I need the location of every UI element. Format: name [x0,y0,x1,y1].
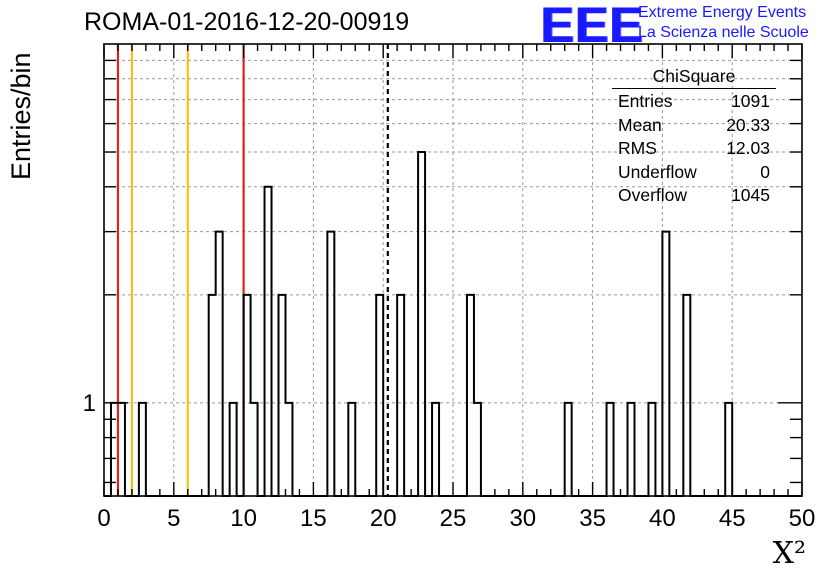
stats-row-entries: Entries 1091 [612,90,776,114]
stats-row-rms: RMS 12.03 [612,137,776,161]
stats-label: Mean [618,114,662,135]
histogram-bin [397,295,404,496]
stats-value: 1045 [731,185,770,205]
x-tick-label: 5 [167,505,180,532]
histogram-bin [467,295,474,496]
histogram-bin [216,232,223,496]
histogram-bin [725,403,732,496]
histogram-bin [265,187,272,496]
y-tick-label: 1 [83,390,96,417]
histogram-bin [376,295,383,496]
histogram-bin [279,295,286,496]
histogram-bin [628,403,635,496]
stats-title: ChiSquare [612,66,776,89]
stats-label: Underflow [618,161,697,182]
histogram-bin [418,152,425,496]
stats-value: 20.33 [726,114,770,135]
histogram-bin [648,403,655,496]
stats-label: Entries [618,91,673,111]
histogram-bin [230,403,237,496]
x-axis-label: X² [772,536,806,571]
x-tick-label: 35 [579,505,606,532]
histogram-bin [251,403,258,496]
y-axis-label: Entries/bin [6,52,36,180]
logo-mark: EEE [540,0,644,53]
stats-row-overflow: Overflow 1045 [612,184,776,208]
histogram-bin [209,295,216,496]
x-tick-label: 25 [440,505,467,532]
x-tick-label: 30 [509,505,536,532]
histogram-bin [662,232,669,496]
histogram-bin [607,403,614,496]
histogram-bin [348,403,355,496]
stats-value: 0 [760,161,770,182]
stats-row-underflow: Underflow 0 [612,161,776,185]
histogram-bin [474,403,481,496]
x-tick-label: 20 [370,505,397,532]
stats-value: 1091 [731,91,770,111]
histogram-bin [432,403,439,496]
histogram-bin [285,403,292,496]
stats-box: ChiSquare Entries 1091 Mean 20.33 RMS 12… [612,66,776,208]
logo-line-1: Extreme Energy Events [638,4,807,21]
x-tick-label: 40 [649,505,676,532]
stats-row-mean: Mean 20.33 [612,114,776,138]
run-title: ROMA-01-2016-12-20-00919 [84,8,410,36]
x-tick-label: 15 [300,505,327,532]
x-tick-label: 45 [719,505,746,532]
stats-label: RMS [618,138,657,158]
histogram-bin [139,403,146,496]
x-tick-label: 10 [230,505,257,532]
histogram-bin [327,232,334,496]
stats-value: 12.03 [726,138,770,158]
stats-label: Overflow [618,185,688,205]
histogram-bin [565,403,572,496]
logo-line-2: La Scienza nelle Scuole [638,24,809,41]
x-tick-label: 50 [789,505,816,532]
x-tick-label: 0 [97,505,110,532]
eee-logo: EEE Extreme Energy Events La Scienza nel… [540,0,834,53]
histogram-bin [683,295,690,496]
